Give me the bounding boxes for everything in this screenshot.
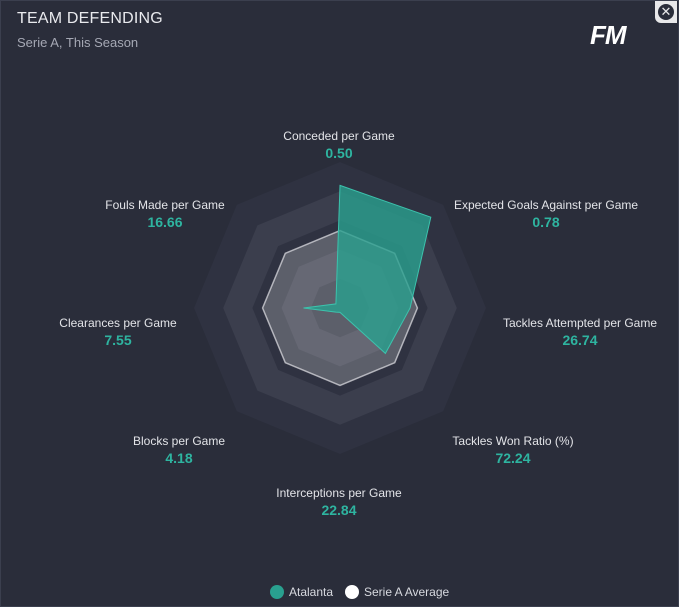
axis-label-conceded-per-game: Conceded per Game [283, 129, 395, 143]
axis-value-clearances-per-game: 7.55 [104, 332, 131, 348]
page-title: TEAM DEFENDING [17, 10, 163, 27]
series-atalanta [303, 184, 432, 355]
legend-label-serie-a-average: Serie A Average [364, 585, 450, 599]
legend-swatch-serie-a-average [345, 585, 359, 599]
axis-value-expected-goals-against-per-game: 0.78 [532, 214, 559, 230]
axis-value-tackles-attempted-per-game: 26.74 [562, 332, 597, 348]
axis-label-interceptions-per-game: Interceptions per Game [276, 486, 402, 500]
fm-logo: FM [590, 20, 627, 50]
axis-value-conceded-per-game: 0.50 [325, 145, 352, 161]
axis-value-tackles-won-ratio: 72.24 [495, 450, 530, 466]
close-icon: ✕ [658, 4, 674, 20]
axis-value-blocks-per-game: 4.18 [165, 450, 192, 466]
axis-label-fouls-made-per-game: Fouls Made per Game [105, 198, 225, 212]
axis-value-fouls-made-per-game: 16.66 [147, 214, 182, 230]
axis-label-clearances-per-game: Clearances per Game [59, 316, 177, 330]
axis-label-tackles-attempted-per-game: Tackles Attempted per Game [503, 316, 657, 330]
page-subtitle: Serie A, This Season [17, 35, 139, 50]
close-button[interactable]: ✕ [655, 1, 677, 23]
legend-swatch-atalanta [270, 585, 284, 599]
axis-label-tackles-won-ratio: Tackles Won Ratio (%) [452, 434, 573, 448]
legend: Atalanta Serie A Average [0, 584, 679, 602]
axis-value-interceptions-per-game: 22.84 [321, 502, 356, 518]
legend-label-atalanta: Atalanta [289, 585, 334, 599]
axis-label-blocks-per-game: Blocks per Game [133, 434, 225, 448]
axis-label-expected-goals-against-per-game: Expected Goals Against per Game [454, 198, 638, 212]
